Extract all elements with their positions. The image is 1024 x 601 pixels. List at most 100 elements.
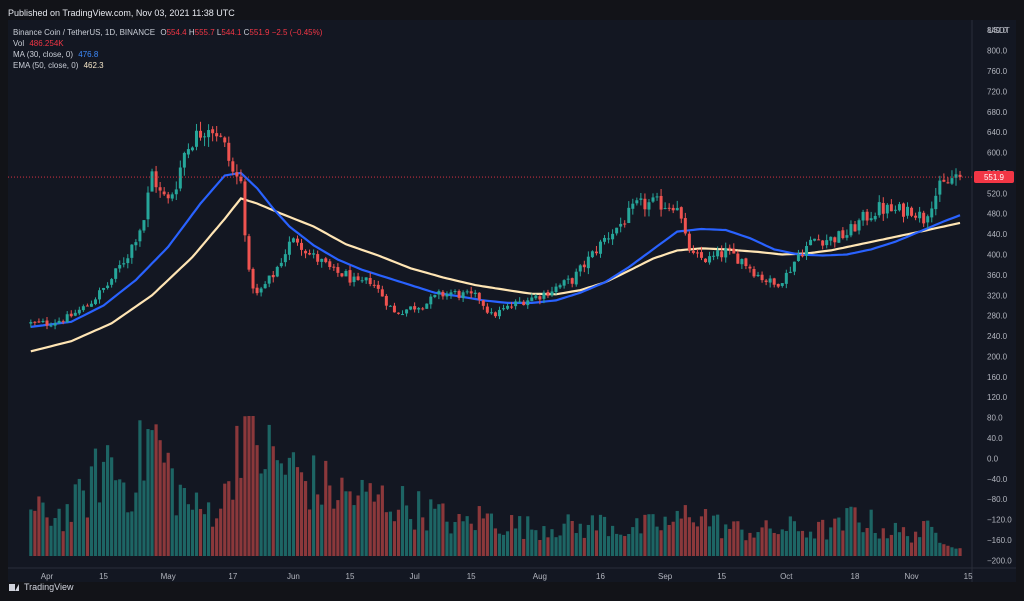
- candle-body: [304, 250, 308, 254]
- volume-bar: [485, 513, 489, 556]
- volume-bar: [691, 522, 695, 556]
- candle-body: [409, 306, 413, 310]
- candle-body: [110, 279, 114, 285]
- tradingview-brand[interactable]: TradingView: [9, 582, 74, 592]
- volume-bar: [352, 505, 356, 556]
- y-tick-label: 640.0: [987, 128, 1008, 137]
- candle-body: [582, 264, 586, 268]
- y-tick-label: 0.0: [987, 454, 999, 463]
- volume-bar: [946, 545, 950, 556]
- y-tick-label: 680.0: [987, 108, 1008, 117]
- candle-body: [279, 262, 283, 267]
- candle-body: [510, 306, 514, 308]
- volume-row[interactable]: Vol 486.254K: [13, 38, 322, 49]
- volume-bar: [821, 519, 825, 556]
- y-tick-label: 120.0: [987, 393, 1008, 402]
- y-tick-label: −200.0: [987, 556, 1012, 565]
- volume-bar: [126, 512, 130, 556]
- candle-body: [679, 207, 683, 219]
- candle-body: [267, 275, 271, 284]
- volume-bar: [291, 452, 296, 556]
- volume-bar: [901, 527, 906, 556]
- close-value: 551.9: [249, 28, 270, 37]
- y-tick-label: −160.0: [987, 536, 1012, 545]
- volume-bar: [869, 509, 873, 556]
- volume-bar: [542, 526, 546, 556]
- symbol-row[interactable]: Binance Coin / TetherUS, 1D, BINANCE O55…: [13, 27, 322, 38]
- y-tick-label: 520.0: [987, 189, 1008, 198]
- candle-body: [154, 171, 158, 188]
- volume-bar: [158, 440, 162, 556]
- volume-bar: [825, 539, 829, 556]
- volume-bar: [219, 508, 223, 556]
- volume-bar: [655, 526, 659, 556]
- candle-body: [194, 130, 198, 147]
- volume-bar: [744, 540, 748, 556]
- candle-body: [461, 292, 465, 298]
- candle-body: [728, 247, 732, 250]
- volume-bar: [312, 455, 316, 556]
- candle-body: [502, 308, 506, 310]
- volume-bar: [780, 529, 784, 556]
- volume-bar: [582, 537, 586, 556]
- candle-body: [849, 224, 853, 236]
- candle-body: [897, 204, 901, 211]
- volume-bar: [590, 515, 594, 556]
- volume-bar: [146, 429, 150, 556]
- volume-bar: [384, 512, 388, 556]
- ema-value: 462.3: [83, 61, 104, 70]
- volume-bar: [239, 477, 243, 556]
- volume-bar: [861, 532, 865, 556]
- volume-label: Vol: [13, 39, 25, 48]
- volume-bar: [699, 516, 704, 556]
- published-banner: Published on TradingView.com, Nov 03, 20…: [8, 8, 235, 18]
- candle-body: [146, 192, 150, 220]
- volume-bar: [687, 517, 691, 556]
- volume-bar: [251, 416, 255, 556]
- volume-bar: [562, 523, 566, 556]
- volume-bar: [101, 461, 106, 556]
- candle-body: [699, 252, 703, 258]
- y-tick-label: −80.0: [987, 495, 1008, 504]
- candle-body: [287, 241, 291, 255]
- y-tick-label: 400.0: [987, 250, 1008, 259]
- volume-bar: [445, 521, 449, 556]
- candle-body: [590, 251, 594, 258]
- volume-bar: [215, 518, 219, 556]
- volume-bar: [905, 536, 910, 556]
- volume-bar: [453, 522, 457, 556]
- candle-body: [562, 280, 566, 286]
- volume-bar: [227, 481, 231, 556]
- volume-bar: [800, 530, 805, 556]
- candle-body: [522, 301, 526, 306]
- volume-bar: [651, 514, 655, 556]
- volume-bar: [558, 535, 562, 556]
- volume-bar: [380, 485, 384, 556]
- candle-body: [792, 261, 796, 272]
- candle-body: [667, 207, 671, 209]
- volume-bar: [57, 508, 61, 556]
- candle-body: [643, 198, 647, 210]
- candle-body: [780, 283, 784, 286]
- ma-row[interactable]: MA (30, close, 0) 476.8: [13, 49, 322, 60]
- volume-bar: [138, 420, 142, 556]
- candle-body: [873, 215, 877, 220]
- volume-bar: [881, 528, 885, 556]
- candle-body: [437, 291, 441, 295]
- volume-bar: [348, 491, 352, 556]
- candle-body: [57, 320, 61, 324]
- candle-body: [134, 242, 138, 246]
- candle-body: [283, 254, 287, 263]
- x-tick-label: May: [161, 572, 176, 581]
- candle-body: [857, 220, 861, 231]
- ema-row[interactable]: EMA (50, close, 0) 462.3: [13, 60, 322, 71]
- volume-bar: [299, 472, 304, 556]
- candle-body: [671, 207, 675, 211]
- candle-body: [421, 308, 425, 310]
- candle-body: [295, 238, 299, 243]
- candle-body: [732, 248, 736, 254]
- candle-body: [833, 237, 837, 243]
- volume-bar: [178, 484, 182, 556]
- candle-body: [885, 204, 889, 214]
